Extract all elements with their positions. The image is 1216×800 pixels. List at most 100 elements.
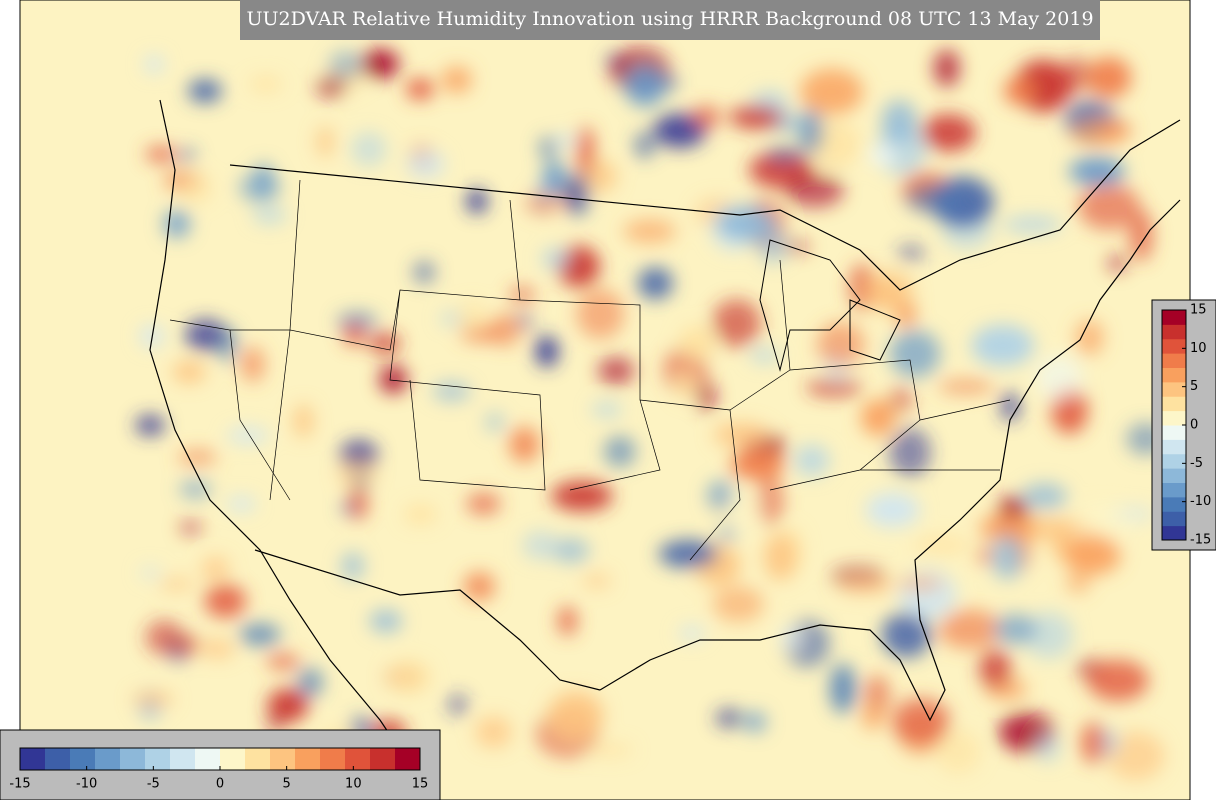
field-blob <box>388 661 431 694</box>
field-blob <box>888 427 932 477</box>
field-blob <box>794 444 830 477</box>
field-blob <box>201 556 230 582</box>
field-blob <box>869 146 896 166</box>
field-blob <box>204 584 247 618</box>
field-blob <box>591 403 623 417</box>
colorbar-segment <box>220 748 246 770</box>
field-blob <box>369 610 402 633</box>
field-blob <box>485 412 504 432</box>
field-blob <box>316 77 346 97</box>
colorbar-tick-label: -10 <box>76 777 97 792</box>
field-blob <box>586 743 633 757</box>
field-blob <box>715 708 743 728</box>
field-blob <box>889 387 913 413</box>
field-blob <box>730 448 785 481</box>
field-blob <box>582 573 612 589</box>
state-lines <box>169 179 1011 561</box>
colorbar-tick-label: 10 <box>345 777 362 792</box>
colorbar-segment <box>395 748 421 770</box>
field-blob <box>977 547 994 564</box>
colorbar-segment <box>45 748 71 770</box>
field-blob <box>763 533 796 581</box>
field-blob <box>179 521 202 534</box>
pacific-coast <box>149 99 421 781</box>
field-blob <box>179 480 212 499</box>
boundaries <box>149 99 1181 781</box>
southern-border <box>254 549 601 691</box>
great-lakes <box>759 239 901 372</box>
field-blob <box>889 330 941 378</box>
colorbar-horizontal: -15 -10 -5 0 5 10 15 <box>9 747 429 792</box>
field-blob <box>1087 659 1149 702</box>
field-blob <box>1021 483 1068 510</box>
colorbar-segment <box>170 748 196 770</box>
colorbar-tick-label: 15 <box>412 777 429 792</box>
field-blob <box>712 586 764 623</box>
field-blob <box>316 126 334 158</box>
field-blob <box>806 379 862 396</box>
field-blob <box>1129 210 1153 262</box>
innovation-field <box>132 48 1166 781</box>
field-blob <box>447 693 468 716</box>
field-blob <box>177 450 218 465</box>
field-blob <box>829 663 856 714</box>
field-blob <box>716 205 777 242</box>
colorbar-segment <box>70 748 96 770</box>
field-blob <box>1075 319 1104 356</box>
field-blob <box>535 335 559 368</box>
field-blob <box>1024 611 1074 659</box>
field-blob <box>176 172 213 205</box>
field-blob <box>457 301 488 334</box>
field-blob <box>267 688 309 722</box>
field-blob <box>177 148 197 163</box>
colorbar-segment <box>1162 511 1186 527</box>
field-blob <box>990 535 1025 580</box>
colorbar-tick-label: 0 <box>216 777 224 792</box>
field-blob <box>539 136 557 160</box>
field-blob <box>800 68 864 115</box>
field-blob <box>466 493 501 515</box>
field-blob <box>779 626 803 650</box>
field-blob <box>1078 183 1140 230</box>
field-blob <box>524 192 562 215</box>
field-blob <box>379 365 408 394</box>
northern-border <box>229 119 1181 291</box>
field-blob <box>558 606 577 636</box>
field-blob <box>782 240 810 253</box>
field-blob <box>368 333 401 354</box>
colorbar-segment <box>1162 310 1186 325</box>
field-blob <box>406 78 434 100</box>
colorbar-segment <box>1162 453 1186 469</box>
map-title: UU2DVAR Relative Humidity Innovation usi… <box>246 8 1093 30</box>
colorbar-tick-label: 5 <box>1190 379 1198 394</box>
colorbar-segment <box>1162 496 1186 512</box>
field-blob <box>729 105 783 129</box>
field-blob <box>565 173 590 216</box>
field-blob <box>913 536 972 554</box>
field-blob <box>541 248 570 269</box>
colorbar-segment <box>1162 439 1186 455</box>
field-blob <box>201 639 235 659</box>
colorbar-segment <box>345 748 371 770</box>
field-blob <box>349 486 368 520</box>
field-blob <box>551 480 613 512</box>
field-blob <box>404 504 437 524</box>
colorbar-tick-label: 15 <box>1190 303 1207 318</box>
colorbar-tick-label: 5 <box>283 777 291 792</box>
field-blob <box>463 572 495 601</box>
field-blob <box>766 147 803 162</box>
field-blob <box>743 711 767 733</box>
field-blob <box>1065 534 1121 575</box>
field-blob <box>1068 157 1126 186</box>
field-blob <box>865 492 920 528</box>
field-blob <box>441 66 472 94</box>
field-blob <box>798 108 824 155</box>
field-blob <box>413 261 436 284</box>
colorbar-segment <box>1162 324 1186 340</box>
colorbar-segment <box>1162 525 1186 541</box>
colorbar-segment <box>145 748 171 770</box>
colorbar-segment <box>1162 353 1186 368</box>
field-blob <box>266 717 285 731</box>
field-blob <box>677 370 694 400</box>
